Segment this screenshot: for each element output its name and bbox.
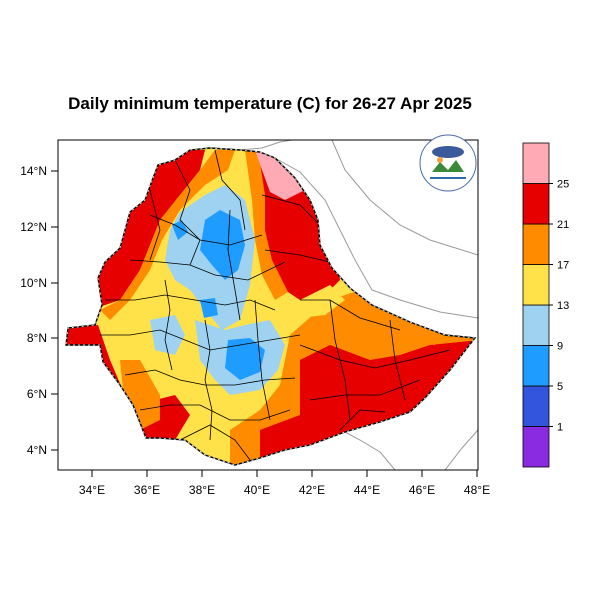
zone-17-21-northwest xyxy=(100,150,235,320)
lon-tick-label: 42°E xyxy=(299,483,325,497)
legend-swatch xyxy=(522,183,550,225)
legend-label: 25 xyxy=(557,179,569,191)
legend-label: 13 xyxy=(557,300,569,312)
zone-5-9-north xyxy=(200,210,245,280)
legend-label: 9 xyxy=(557,341,563,353)
lat-tick-label: 4°N xyxy=(27,443,47,457)
zone-21-25-somali xyxy=(300,340,475,440)
admin-boundaries xyxy=(100,149,451,461)
axis-ticks xyxy=(51,170,478,477)
lon-tick-label: 34°E xyxy=(79,483,105,497)
legend-swatch xyxy=(522,385,550,427)
legend: 1 5 9 13 17 21 25 xyxy=(522,142,569,468)
lon-tick-label: 48°E xyxy=(464,483,490,497)
map-frame xyxy=(57,139,479,471)
lon-tick-label: 40°E xyxy=(244,483,270,497)
legend-label: 21 xyxy=(557,219,569,231)
legend-swatch xyxy=(522,223,550,265)
zone-5-9-spot xyxy=(172,220,188,240)
ethiopian-meteorology-institute-logo xyxy=(419,134,477,192)
lat-tick-label: 8°N xyxy=(27,331,47,345)
neighbour-borders xyxy=(239,140,478,470)
axis-labels: 34°E 36°E 38°E 40°E 42°E 44°E 46°E 48°E 4°N 6°N 8°… xyxy=(20,164,490,497)
lat-tick-label: 10°N xyxy=(20,276,47,290)
lat-tick-label: 12°N xyxy=(20,220,47,234)
zone-9-13-southwest xyxy=(150,315,185,355)
lon-tick-label: 36°E xyxy=(134,483,160,497)
lat-tick-label: 6°N xyxy=(27,387,47,401)
zone-5-9-center xyxy=(225,338,265,380)
legend-swatch xyxy=(522,264,550,306)
map-title: Daily minimum temperature (C) for 26-27 … xyxy=(68,94,472,113)
legend-label: 17 xyxy=(557,260,569,272)
legend-swatch xyxy=(522,304,550,346)
legend-label: 1 xyxy=(557,422,563,434)
zone-13-17-east-highlands xyxy=(300,285,345,318)
ethiopia-outline-dashes xyxy=(65,147,476,466)
lon-tick-label: 38°E xyxy=(189,483,215,497)
lon-tick-label: 44°E xyxy=(354,483,380,497)
legend-swatch xyxy=(522,345,550,387)
lat-tick-label: 14°N xyxy=(20,164,47,178)
legend-label: 5 xyxy=(557,381,563,393)
legend-swatch xyxy=(522,426,550,468)
lon-tick-label: 46°E xyxy=(409,483,435,497)
legend-swatch xyxy=(522,142,550,184)
zone-17-21-afar-edge xyxy=(245,150,288,300)
